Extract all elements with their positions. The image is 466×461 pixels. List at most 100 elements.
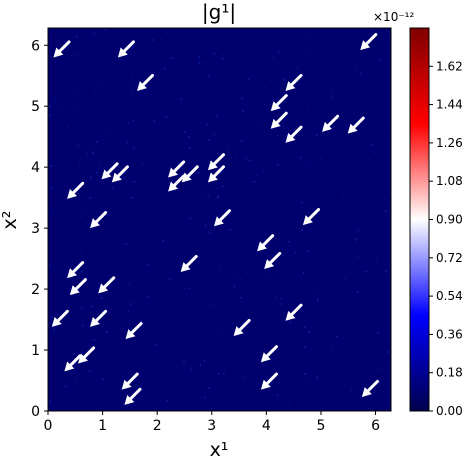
colorbar-tick-label: 0.72 <box>436 251 463 265</box>
heatmap-speckle <box>204 224 207 227</box>
heatmap-speckle <box>98 165 101 167</box>
heatmap-speckle <box>130 91 133 93</box>
heatmap-speckle <box>93 32 96 35</box>
heatmap-speckle <box>210 304 212 306</box>
heatmap-speckle <box>153 120 155 123</box>
x-axis-ticks: 0 1 2 3 4 5 6 <box>44 411 380 434</box>
heatmap-speckle <box>222 57 224 60</box>
heatmap-speckle <box>288 401 291 403</box>
colorbar <box>409 27 430 412</box>
heatmap-speckle <box>162 240 164 242</box>
heatmap-speckle <box>95 141 98 143</box>
quiver-arrow <box>302 208 320 226</box>
heatmap-speckle <box>216 47 219 50</box>
heatmap-speckle <box>377 332 379 334</box>
y-tick-label: 4 <box>31 160 40 176</box>
heatmap-speckle <box>316 376 319 379</box>
quiver-arrow <box>78 346 96 364</box>
heatmap-speckle <box>249 159 251 162</box>
heatmap-speckle <box>311 162 314 164</box>
x-tick-label: 2 <box>153 418 162 434</box>
heatmap-speckle <box>80 307 83 309</box>
heatmap-speckle <box>218 373 220 375</box>
heatmap-speckle <box>295 149 297 152</box>
quiver-arrow <box>90 309 108 327</box>
heatmap-speckle <box>214 52 217 54</box>
heatmap-speckle <box>294 252 297 254</box>
heatmap-speckle <box>167 226 169 229</box>
quiver-arrow <box>270 111 288 129</box>
heatmap-speckle <box>71 187 73 190</box>
heatmap-speckle <box>365 270 367 273</box>
quiver-arrow <box>51 309 69 327</box>
heatmap-speckle <box>239 213 241 216</box>
heatmap-speckle <box>49 400 51 403</box>
heatmap-speckle <box>378 381 380 383</box>
heatmap-speckle <box>208 232 211 234</box>
heatmap-speckle <box>279 303 282 305</box>
heatmap-speckle <box>358 230 360 232</box>
heatmap-speckle <box>346 110 348 113</box>
heatmap-speckle <box>371 28 374 31</box>
quiver-arrow <box>90 211 108 229</box>
heatmap-speckle <box>316 299 319 302</box>
colorbar-tick-label: 1.26 <box>436 136 463 150</box>
y-axis-ticks: 0 1 2 3 4 5 6 <box>31 38 48 420</box>
heatmap-speckle <box>263 169 265 171</box>
heatmap-speckle <box>81 306 83 309</box>
heatmap-speckle <box>80 270 83 273</box>
heatmap-speckle <box>306 250 309 252</box>
heatmap-speckle <box>88 146 91 148</box>
heatmap-speckle <box>135 262 137 264</box>
heatmap-speckle <box>180 98 183 100</box>
heatmap-speckle <box>49 264 51 266</box>
heatmap-speckle <box>272 57 274 59</box>
heatmap-speckle <box>199 364 201 366</box>
heatmap-speckle <box>289 322 292 324</box>
heatmap-speckle <box>371 254 374 257</box>
quiver-arrow <box>260 345 278 363</box>
heatmap-speckle <box>357 256 360 258</box>
heatmap-speckle <box>48 213 50 216</box>
heatmap-speckle <box>384 197 386 200</box>
y-tick-label: 1 <box>31 343 40 359</box>
heatmap-speckle <box>53 327 56 330</box>
heatmap-speckle <box>131 47 133 49</box>
colorbar-tick-label: 0.36 <box>436 327 463 341</box>
heatmap-speckle <box>370 333 373 336</box>
heatmap-speckle <box>204 396 206 399</box>
heatmap-speckle <box>183 131 186 133</box>
heatmap-speckle <box>375 260 378 262</box>
heatmap-speckle <box>275 296 277 298</box>
heatmap-speckle <box>74 362 77 365</box>
heatmap-speckle <box>242 139 244 141</box>
heatmap-speckle <box>208 196 210 198</box>
heatmap-speckle <box>371 143 374 146</box>
heatmap-speckle <box>89 370 91 373</box>
heatmap-speckle <box>280 297 282 299</box>
heatmap-speckle <box>271 225 274 227</box>
heatmap-speckle <box>214 134 216 137</box>
heatmap-speckle <box>188 287 191 289</box>
heatmap-speckle <box>242 110 244 112</box>
heatmap-speckle <box>314 292 316 294</box>
heatmap-speckle <box>81 324 84 327</box>
heatmap-speckle <box>316 405 319 408</box>
heatmap-speckle <box>237 276 239 279</box>
quiver-arrow <box>64 354 82 372</box>
heatmap-speckle <box>227 148 230 150</box>
heatmap-speckle <box>306 53 308 55</box>
heatmap-speckle <box>304 373 306 375</box>
heatmap-speckle <box>106 331 108 333</box>
quiver-arrow <box>98 276 116 294</box>
heatmap-speckle <box>105 133 107 135</box>
heatmap-speckle <box>90 176 92 179</box>
heatmap-speckle <box>305 380 307 382</box>
heatmap-speckle <box>265 277 267 280</box>
heatmap-speckle <box>188 136 190 138</box>
heatmap-speckle <box>183 348 185 350</box>
heatmap-speckle <box>75 380 77 383</box>
quiver-arrow <box>168 174 186 192</box>
heatmap-speckle <box>308 161 310 164</box>
y-tick-label: 5 <box>31 99 40 115</box>
